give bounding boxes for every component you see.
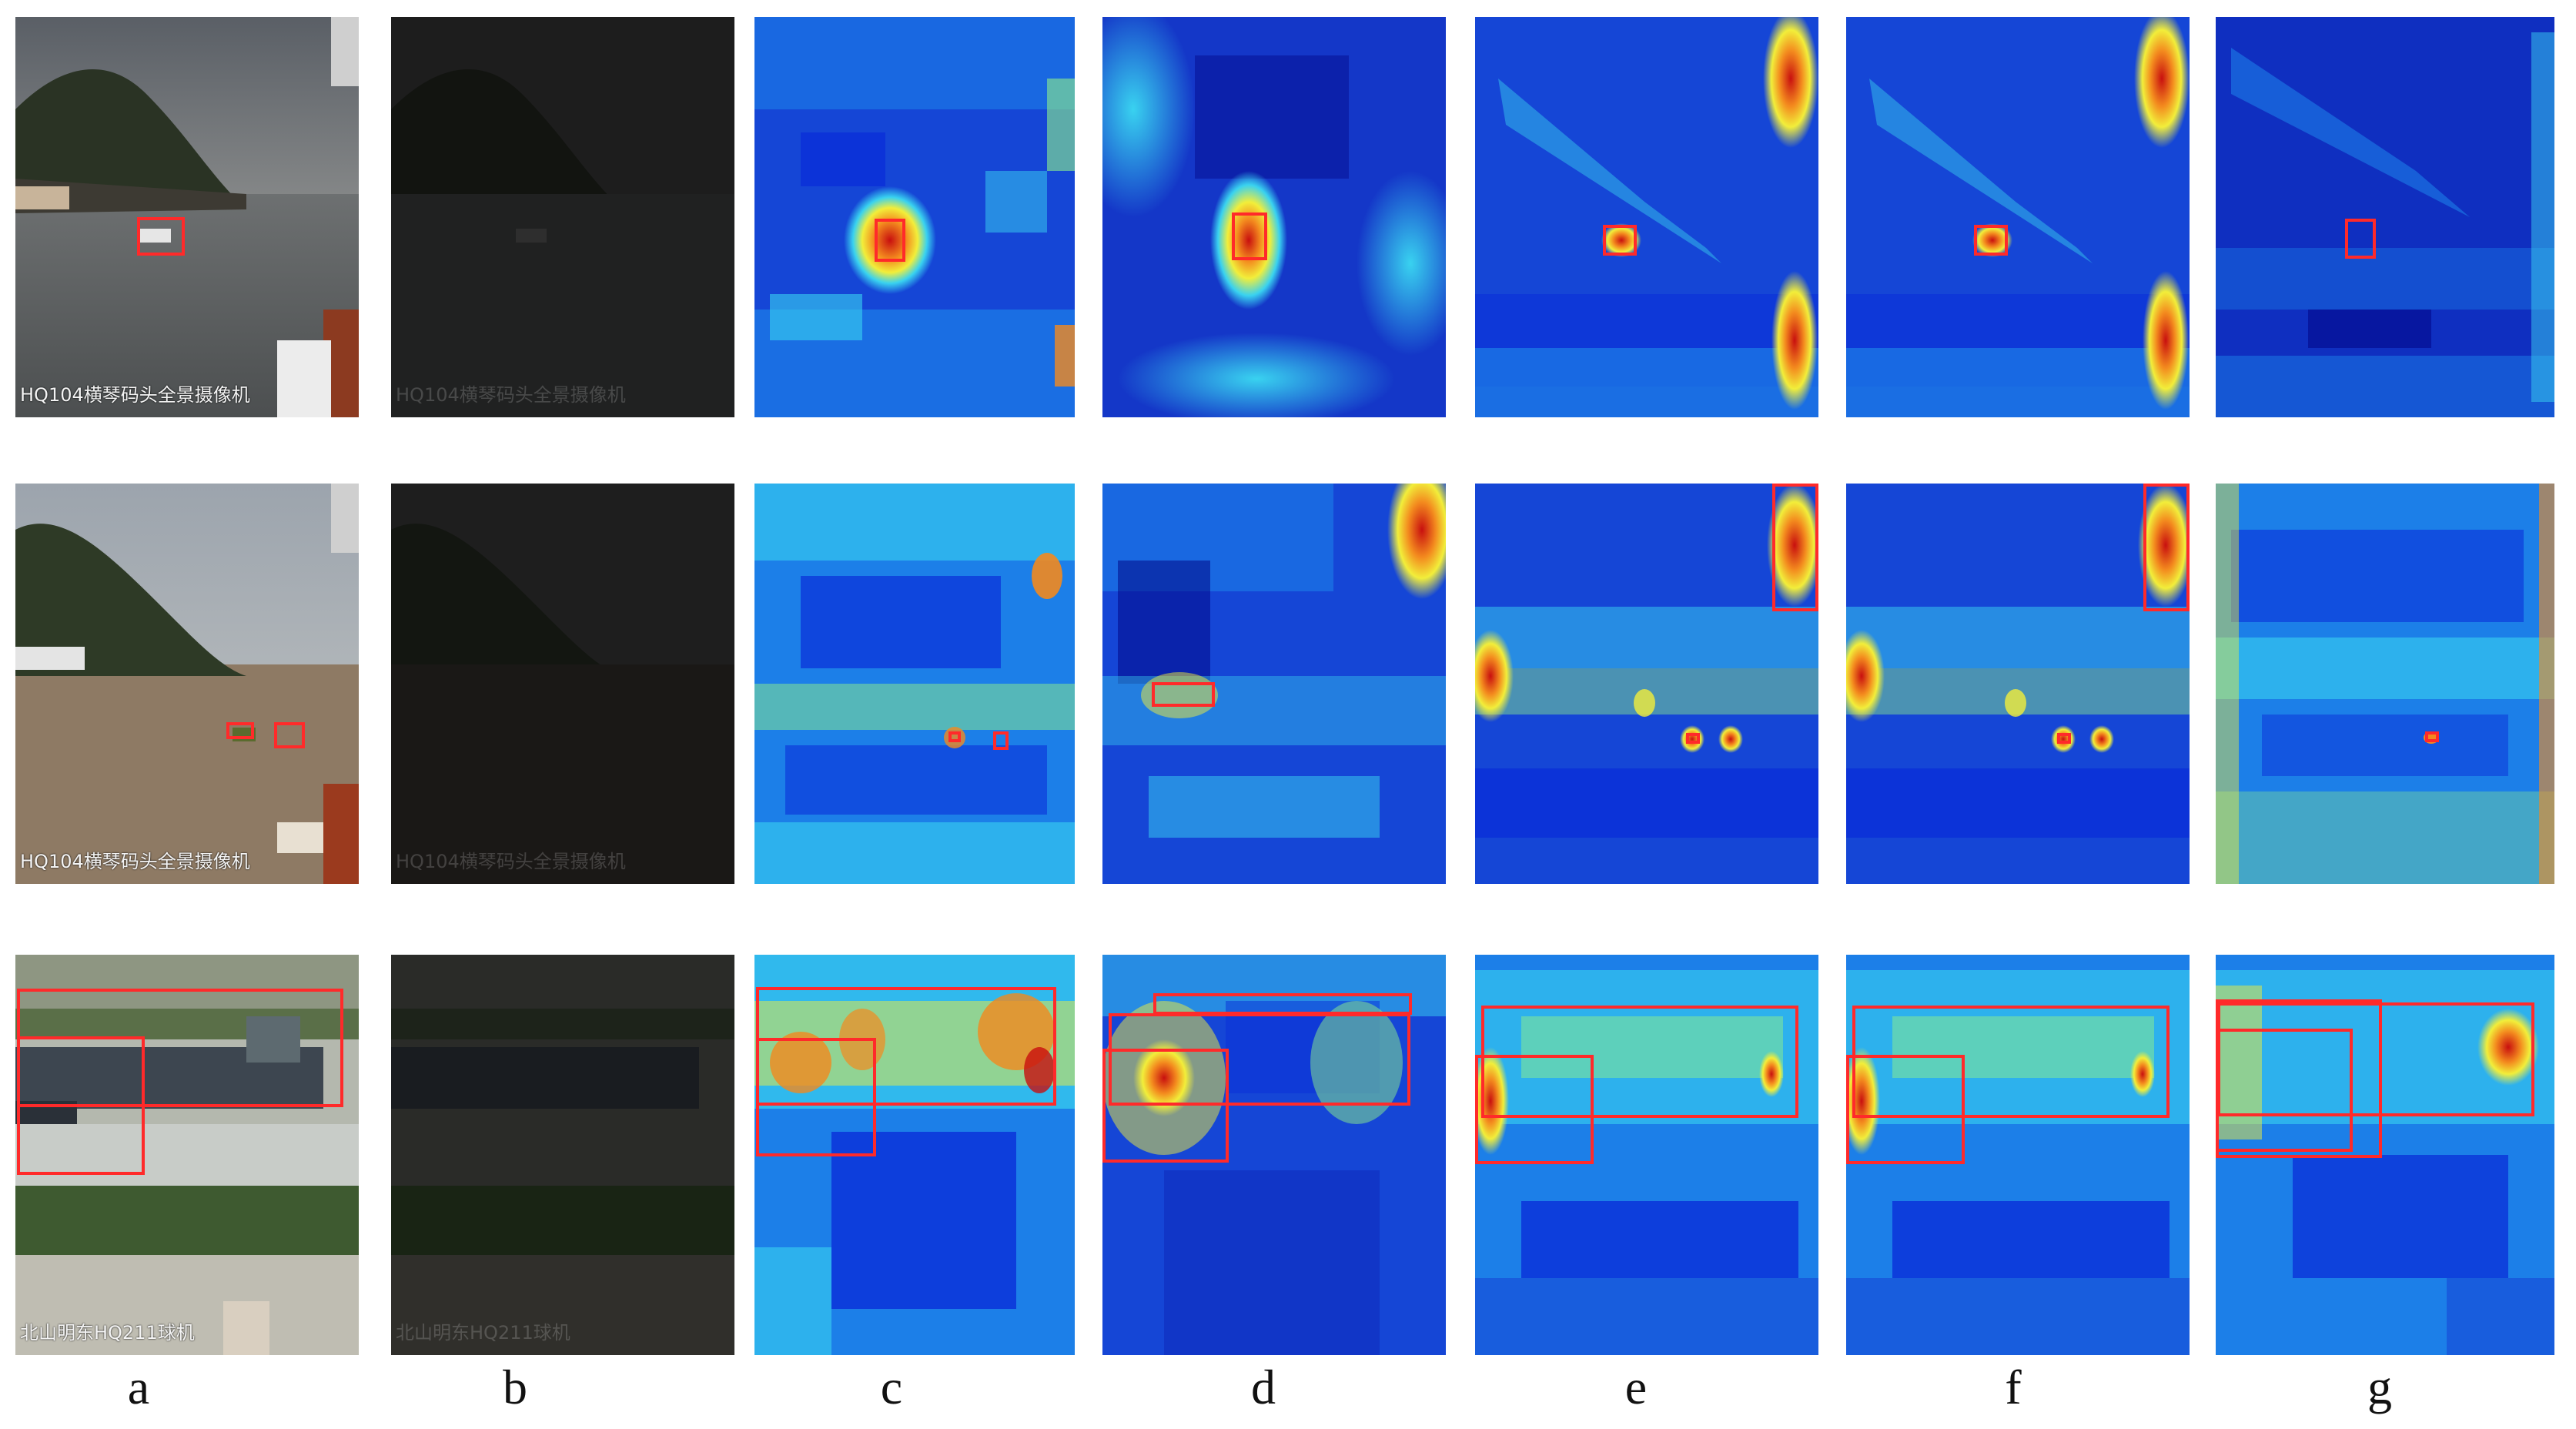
column-label-a: a <box>127 1360 150 1414</box>
camera-overlay-text: HQ104横琴码头全景摄像机 <box>20 851 250 872</box>
heatmap-row3-d <box>1102 955 1446 1355</box>
photo-row1-lowlight: HQ104横琴码头全景摄像机 <box>391 17 734 417</box>
detection-box <box>17 1036 145 1175</box>
column-label-c: c <box>880 1360 903 1414</box>
camera-overlay-text: HQ104横琴码头全景摄像机 <box>20 384 250 406</box>
heatmap-row1-e <box>1475 17 1818 417</box>
heatmap-row1-f <box>1846 17 2190 417</box>
column-label-f: f <box>2005 1360 2022 1414</box>
detection-box <box>1109 1013 1410 1106</box>
detection-box <box>1153 993 1412 1015</box>
column-label-e: e <box>1624 1360 1648 1414</box>
detection-box <box>1152 682 1215 707</box>
detection-box <box>1686 733 1700 744</box>
column-label-b: b <box>503 1360 527 1414</box>
camera-overlay-text: HQ104横琴码头全景摄像机 <box>396 384 626 406</box>
heatmap-row2-e <box>1475 484 1818 884</box>
detection-box <box>2345 219 2376 259</box>
heatmap-row3-e <box>1475 955 1818 1355</box>
detection-box <box>993 731 1009 750</box>
heatmap-row2-f <box>1846 484 2190 884</box>
detection-box <box>756 1038 876 1156</box>
detection-box <box>2143 484 2190 611</box>
heatmap-row3-f <box>1846 955 2190 1355</box>
detection-box <box>226 722 254 739</box>
heatmap-row1-c <box>754 17 1075 417</box>
detection-box <box>274 722 305 748</box>
photo-row3-lowlight: 北山明东HQ211球机 <box>391 955 734 1355</box>
photo-row2-lowlight: HQ104横琴码头全景摄像机 <box>391 484 734 884</box>
detection-box <box>948 731 961 742</box>
detection-box <box>1603 225 1637 256</box>
detection-box <box>1232 213 1267 260</box>
detection-box <box>1974 225 2008 256</box>
detection-box <box>1481 1006 1798 1118</box>
heatmap-row3-c <box>754 955 1075 1355</box>
photo-row3-original: 北山明东HQ211球机 <box>15 955 359 1355</box>
detection-box <box>1846 1055 1965 1164</box>
detection-box <box>1852 1006 2170 1118</box>
detection-box <box>137 217 185 256</box>
heatmap-row1-g <box>2216 17 2554 417</box>
heatmap-row2-g <box>2216 484 2554 884</box>
detection-box <box>875 219 905 262</box>
heatmap-row3-g <box>2216 955 2554 1355</box>
column-label-g: g <box>2367 1360 2392 1414</box>
detection-box <box>2217 1002 2534 1116</box>
photo-row2-original: HQ104横琴码头全景摄像机 <box>15 484 359 884</box>
detection-box <box>2425 731 2439 742</box>
camera-overlay-text: HQ104横琴码头全景摄像机 <box>396 851 626 872</box>
column-label-d: d <box>1251 1360 1276 1414</box>
camera-overlay-text: 北山明东HQ211球机 <box>20 1322 195 1344</box>
camera-overlay-text: 北山明东HQ211球机 <box>396 1322 570 1344</box>
detection-box <box>2216 1029 2353 1152</box>
detection-box <box>2057 733 2071 744</box>
heatmap-row1-d <box>1102 17 1446 417</box>
detection-box <box>1772 484 1818 611</box>
heatmap-row2-d <box>1102 484 1446 884</box>
detection-box <box>1102 1049 1229 1163</box>
photo-row1-original: HQ104横琴码头全景摄像机 <box>15 17 359 417</box>
heatmap-row2-c <box>754 484 1075 884</box>
detection-box <box>1475 1055 1594 1164</box>
